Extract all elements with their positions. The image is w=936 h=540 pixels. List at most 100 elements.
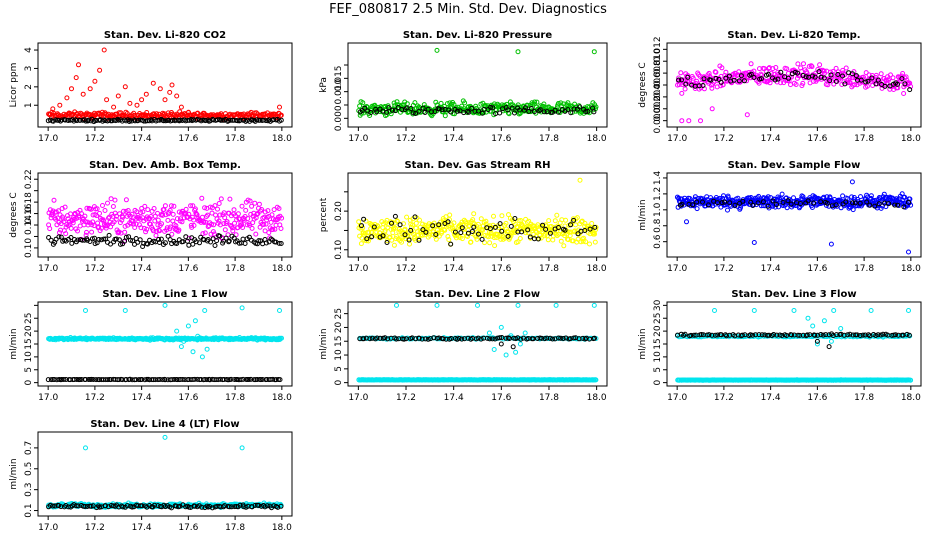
data-point: [871, 332, 876, 337]
data-point: [106, 232, 112, 238]
data-point: [840, 193, 846, 199]
chart-title: Stan. Dev. Li-820 Pressure: [403, 30, 553, 41]
data-point: [259, 207, 265, 212]
data-point: [423, 229, 429, 235]
data-point: [691, 332, 697, 338]
data-point: [151, 206, 157, 211]
data-point: [60, 216, 66, 222]
data-point: [521, 107, 527, 113]
data-point: [265, 208, 271, 214]
data-point: [876, 201, 882, 207]
data-point: [220, 117, 226, 123]
data-point: [186, 242, 192, 248]
x-tick-label: 17.2: [85, 264, 105, 274]
data-point: [814, 338, 820, 344]
data-point: [498, 341, 504, 347]
x-tick-label: 17.4: [444, 393, 464, 403]
data-point: [94, 206, 100, 212]
data-point: [498, 324, 504, 330]
data-point: [142, 203, 148, 209]
data-point: [872, 203, 878, 209]
data-point: [828, 338, 834, 344]
data-point: [488, 104, 494, 110]
data-point: [723, 69, 729, 75]
data-point: [204, 346, 210, 352]
data-point: [436, 106, 442, 112]
data-point: [901, 204, 907, 210]
data-point: [780, 200, 786, 205]
data-point: [50, 106, 56, 112]
data-point: [428, 336, 433, 342]
data-point: [139, 377, 145, 382]
data-point: [571, 217, 577, 223]
data-point: [517, 341, 523, 347]
x-tick-label: 18.0: [901, 393, 921, 403]
data-point: [97, 67, 103, 73]
data-point: [571, 335, 577, 341]
data-point: [445, 234, 451, 239]
data-point: [105, 377, 111, 383]
data-point: [64, 95, 70, 101]
data-point: [162, 434, 168, 440]
data-point: [724, 333, 729, 339]
data-point: [217, 233, 223, 239]
data-point: [88, 206, 94, 212]
data-point: [358, 241, 364, 247]
data-point: [713, 69, 719, 75]
data-point: [709, 106, 715, 112]
data-point: [544, 335, 550, 341]
data-point: [198, 219, 204, 225]
chart-title: Stan. Dev. Li-820 CO2: [104, 30, 226, 41]
data-point: [235, 211, 241, 217]
data-point: [101, 47, 107, 53]
data-point: [212, 203, 218, 209]
data-point: [804, 332, 810, 338]
data-point: [445, 219, 451, 225]
data-point: [770, 66, 776, 72]
data-point: [721, 193, 726, 199]
data-point: [371, 224, 377, 230]
data-point: [202, 205, 208, 211]
data-point: [374, 335, 380, 341]
data-point: [163, 118, 169, 124]
data-point: [712, 332, 718, 338]
data-point: [850, 200, 855, 206]
data-point: [873, 72, 879, 78]
data-point: [168, 224, 173, 230]
data-point: [843, 199, 849, 205]
data-point: [426, 221, 432, 227]
data-point: [255, 211, 261, 216]
data-point: [505, 233, 511, 239]
data-point: [245, 216, 251, 221]
data-point: [240, 236, 246, 242]
data-point: [59, 117, 65, 123]
data-point: [789, 332, 795, 338]
y-axis-label: Licor ppm: [9, 63, 19, 108]
data-point: [800, 73, 806, 78]
x-tick-label: 17.8: [854, 264, 874, 274]
data-point: [145, 241, 151, 247]
data-point: [452, 229, 458, 235]
data-point: [249, 225, 255, 231]
data-point: [157, 86, 163, 92]
data-point: [448, 241, 454, 247]
plot-frame: [666, 301, 922, 387]
data-point: [425, 336, 431, 342]
data-point: [192, 318, 198, 324]
series-blue: [674, 179, 914, 255]
data-point: [113, 236, 119, 242]
data-point: [261, 117, 266, 123]
data-point: [408, 227, 414, 233]
data-point: [174, 93, 180, 99]
data-point: [499, 213, 505, 219]
data-point: [143, 91, 149, 97]
data-point: [253, 231, 259, 237]
data-point: [120, 504, 126, 510]
data-point: [503, 352, 509, 358]
data-point: [751, 240, 757, 245]
data-point: [63, 503, 69, 508]
data-point: [755, 200, 761, 206]
y-tick-label: 0.012: [653, 36, 663, 62]
x-tick-label: 17.4: [444, 264, 464, 274]
data-point: [820, 332, 826, 338]
